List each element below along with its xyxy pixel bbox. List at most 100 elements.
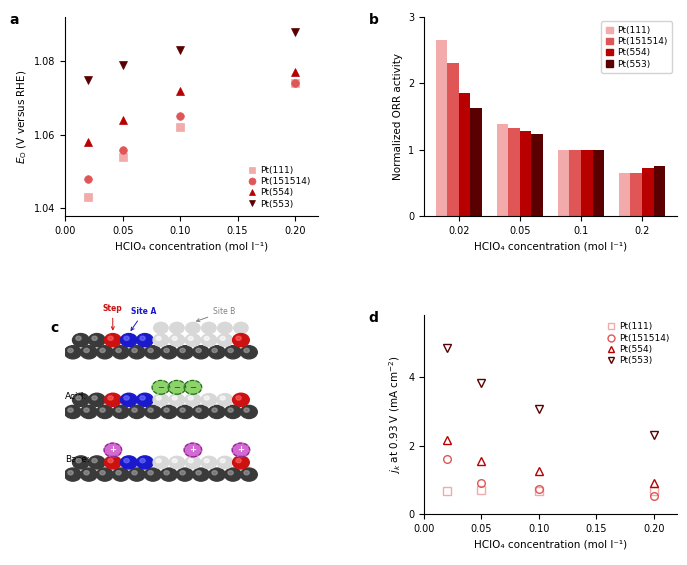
Legend: Pt(111), Pt(151514), Pt(554), Pt(553): Pt(111), Pt(151514), Pt(554), Pt(553)	[601, 21, 672, 73]
Circle shape	[89, 393, 105, 406]
Circle shape	[172, 459, 177, 463]
Circle shape	[196, 349, 201, 353]
Circle shape	[80, 405, 97, 419]
Pt(553)	[291, 28, 299, 35]
Bar	[508, 128, 520, 216]
Circle shape	[184, 443, 202, 457]
Pt(554)	[291, 69, 299, 76]
Circle shape	[232, 443, 249, 457]
Pt(554)	[84, 139, 92, 146]
Pt(111)	[119, 154, 127, 160]
Circle shape	[209, 346, 225, 359]
Circle shape	[132, 349, 137, 353]
Circle shape	[217, 457, 233, 468]
Pt(151514)	[84, 176, 92, 182]
Pt(111)	[84, 194, 92, 201]
Circle shape	[201, 394, 216, 406]
Pt(111)	[650, 488, 658, 494]
Circle shape	[169, 457, 185, 468]
Circle shape	[113, 405, 129, 419]
Circle shape	[201, 334, 216, 346]
Circle shape	[153, 394, 169, 406]
Circle shape	[180, 408, 185, 412]
Pt(554)	[650, 480, 658, 486]
Circle shape	[212, 349, 217, 353]
Circle shape	[104, 393, 121, 406]
Bar	[459, 93, 471, 216]
Circle shape	[202, 322, 216, 334]
Bar	[558, 150, 570, 216]
Circle shape	[116, 408, 121, 412]
Line: Pt(111): Pt(111)	[85, 80, 299, 201]
Circle shape	[65, 405, 81, 419]
Circle shape	[185, 334, 201, 346]
Pt(151514)	[291, 80, 299, 86]
Circle shape	[137, 456, 153, 469]
Circle shape	[120, 333, 137, 347]
Circle shape	[169, 394, 185, 406]
Line: Pt(554): Pt(554)	[443, 437, 657, 487]
Circle shape	[113, 346, 129, 359]
Circle shape	[92, 336, 97, 340]
Circle shape	[225, 468, 241, 481]
Text: Site B: Site B	[196, 307, 236, 321]
Line: Pt(553): Pt(553)	[443, 344, 657, 439]
Circle shape	[137, 333, 153, 347]
Circle shape	[116, 349, 121, 353]
Circle shape	[120, 393, 137, 406]
Pt(554)	[534, 468, 543, 475]
Y-axis label: $E_{\rm O}$ (V versus RHE): $E_{\rm O}$ (V versus RHE)	[15, 69, 29, 164]
Circle shape	[169, 334, 185, 346]
Circle shape	[104, 456, 121, 469]
Circle shape	[148, 408, 153, 412]
Bar	[447, 63, 459, 216]
Text: Acid:: Acid:	[65, 392, 87, 401]
Circle shape	[217, 334, 233, 346]
Bar	[436, 40, 447, 216]
Circle shape	[68, 349, 74, 353]
Circle shape	[68, 408, 74, 412]
Circle shape	[172, 396, 177, 400]
Circle shape	[212, 408, 217, 412]
Circle shape	[84, 408, 89, 412]
Circle shape	[161, 468, 177, 481]
Circle shape	[140, 459, 145, 463]
Circle shape	[153, 334, 169, 346]
Circle shape	[196, 408, 201, 412]
Circle shape	[144, 405, 161, 419]
X-axis label: HClO₄ concentration (mol l⁻¹): HClO₄ concentration (mol l⁻¹)	[115, 241, 268, 251]
Circle shape	[76, 459, 81, 463]
Pt(151514)	[650, 493, 658, 499]
Circle shape	[89, 333, 105, 347]
Circle shape	[240, 468, 257, 481]
Text: +: +	[238, 445, 245, 454]
Pt(151514)	[176, 113, 184, 120]
X-axis label: HClO₄ concentration (mol l⁻¹): HClO₄ concentration (mol l⁻¹)	[474, 540, 627, 549]
Circle shape	[204, 336, 210, 340]
Line: Pt(111): Pt(111)	[443, 486, 657, 494]
Pt(553)	[84, 76, 92, 83]
Circle shape	[137, 393, 153, 406]
Bar	[520, 131, 532, 216]
Circle shape	[196, 471, 201, 475]
Circle shape	[233, 456, 249, 469]
Circle shape	[100, 471, 105, 475]
Circle shape	[177, 405, 193, 419]
Circle shape	[204, 459, 210, 463]
Circle shape	[185, 322, 200, 334]
Circle shape	[144, 468, 161, 481]
Text: d: d	[368, 311, 379, 325]
Text: −: −	[173, 383, 181, 392]
Circle shape	[236, 396, 241, 400]
Circle shape	[233, 393, 249, 406]
Circle shape	[212, 471, 217, 475]
Bar	[642, 168, 653, 216]
Circle shape	[170, 322, 184, 334]
Pt(553)	[650, 432, 658, 438]
Circle shape	[177, 468, 193, 481]
Pt(151514)	[119, 146, 127, 153]
Circle shape	[113, 468, 129, 481]
Circle shape	[177, 346, 193, 359]
Bar	[631, 173, 642, 216]
Circle shape	[185, 457, 201, 468]
